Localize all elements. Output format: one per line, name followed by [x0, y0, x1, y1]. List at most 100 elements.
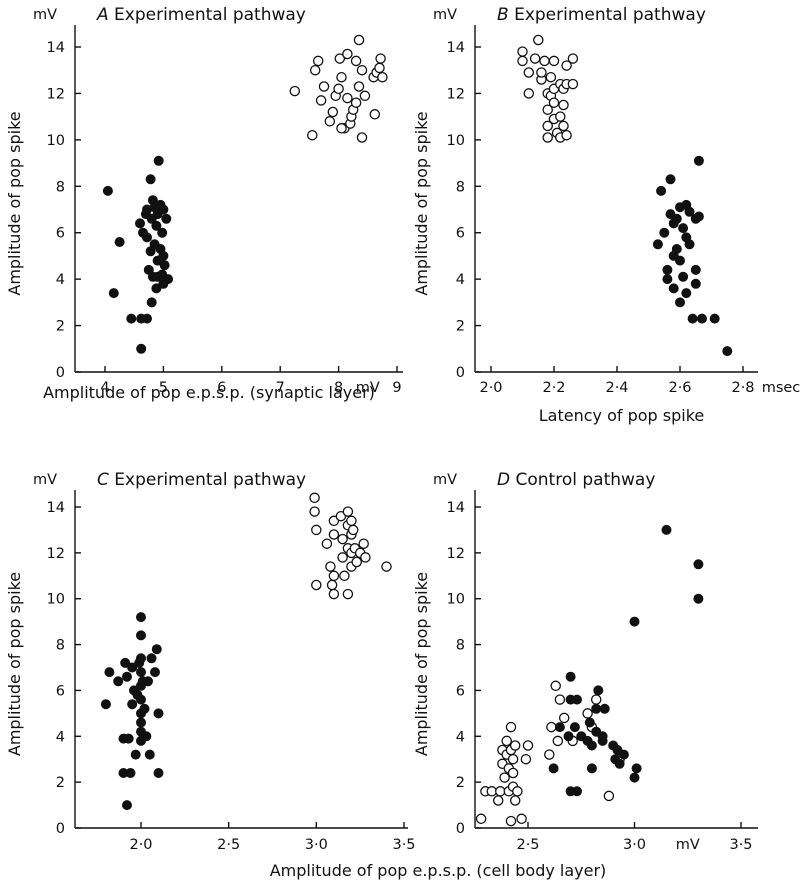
open-point — [347, 524, 359, 536]
filled-point — [671, 213, 682, 224]
filled-point — [153, 155, 164, 166]
open-point — [336, 123, 347, 134]
filled-point — [661, 524, 672, 535]
panel-title-text: Control pathway — [516, 470, 656, 490]
filled-point — [104, 667, 115, 678]
y-tick-label: 0 — [56, 365, 65, 381]
open-point — [353, 81, 365, 92]
y-tick-label: 14 — [47, 500, 65, 516]
open-point — [499, 772, 510, 783]
open-point — [325, 561, 336, 572]
filled-point — [599, 703, 610, 714]
filled-point — [144, 749, 155, 760]
filled-point — [597, 735, 608, 746]
x-tick-label: 3·5 — [392, 837, 415, 853]
x-tick-label: 6 — [217, 380, 226, 396]
open-point — [523, 88, 535, 99]
filled-point — [591, 703, 602, 714]
open-point — [342, 588, 354, 600]
filled-point — [151, 644, 162, 655]
y-axis-label: Amplitude of pop spike — [412, 111, 431, 295]
filled-point — [684, 206, 695, 217]
filled-point — [572, 694, 583, 705]
filled-point — [120, 657, 131, 668]
open-point — [542, 120, 553, 132]
x-unit-label: mV — [676, 837, 700, 853]
open-point — [375, 53, 386, 64]
x-tick-label: 3·0 — [623, 837, 646, 853]
open-point — [512, 786, 523, 797]
y-tick-label: 6 — [56, 226, 65, 242]
filled-point — [662, 274, 673, 285]
open-point — [324, 116, 336, 127]
open-point — [529, 53, 541, 64]
open-point — [356, 64, 368, 76]
y-tick-label: 12 — [447, 546, 465, 562]
filled-point — [681, 288, 692, 299]
open-point — [558, 99, 569, 111]
open-point — [558, 120, 569, 132]
open-point — [555, 111, 566, 122]
open-point — [339, 570, 350, 582]
series-open — [517, 34, 579, 143]
y-axis-label: Amplitude of pop spike — [5, 111, 24, 295]
filled-point — [572, 786, 583, 797]
filled-point — [141, 313, 152, 324]
filled-point — [123, 733, 134, 744]
y-tick-label: 4 — [56, 272, 65, 288]
filled-point — [665, 174, 676, 185]
filled-point — [629, 616, 640, 627]
open-point — [289, 85, 301, 97]
filled-point — [113, 676, 124, 687]
open-point — [328, 570, 340, 582]
filled-point — [134, 218, 145, 229]
y-axis-label: Amplitude of pop spike — [412, 572, 431, 756]
y-tick-label: 10 — [447, 133, 465, 149]
open-point — [369, 109, 381, 120]
y-tick-label: 12 — [47, 546, 65, 562]
panel-title: D Control pathway — [497, 470, 655, 490]
open-point — [333, 83, 344, 95]
filled-point — [135, 612, 146, 623]
panel-b: 0 2 4 6 8 10 12 14 2·0 2·2 2·4 2·6 2·8 mV B Experiment… — [412, 5, 800, 425]
filled-point — [709, 313, 720, 324]
filled-point — [697, 313, 708, 324]
open-point — [328, 588, 340, 600]
filled-point — [122, 671, 133, 682]
y-tick-label: 2 — [456, 319, 465, 335]
open-point — [520, 753, 532, 765]
y-tick-label: 14 — [447, 500, 465, 516]
y-tick-label: 4 — [456, 272, 465, 288]
y-tick-label: 6 — [456, 226, 465, 242]
open-point — [315, 95, 327, 106]
filled-point — [631, 763, 642, 774]
open-point — [486, 786, 498, 797]
y-tick-label: 12 — [47, 86, 65, 102]
filled-point — [662, 264, 673, 275]
open-point — [522, 740, 534, 751]
filled-point — [114, 236, 125, 247]
open-point — [542, 104, 553, 115]
filled-point — [145, 174, 156, 185]
filled-point — [659, 227, 670, 238]
filled-point — [151, 220, 162, 231]
filled-point — [127, 662, 138, 673]
open-point — [507, 753, 519, 765]
open-point — [350, 55, 362, 67]
open-point — [548, 97, 560, 108]
filled-point — [693, 211, 704, 222]
x-tick-label: 2·0 — [479, 380, 502, 396]
x-axis-label-top: Amplitude of pop e.p.s.p. (synaptic laye… — [43, 383, 375, 402]
open-point — [509, 740, 521, 751]
open-point — [567, 53, 579, 64]
open-point — [539, 55, 550, 67]
open-point — [507, 767, 519, 779]
open-point — [321, 538, 333, 549]
open-point — [505, 815, 517, 827]
x-tick-label: 7 — [276, 380, 285, 396]
y-tick-label: 4 — [56, 729, 65, 745]
series-open — [309, 492, 392, 600]
filled-point — [135, 717, 146, 728]
open-point — [552, 735, 564, 747]
open-point — [523, 67, 535, 78]
